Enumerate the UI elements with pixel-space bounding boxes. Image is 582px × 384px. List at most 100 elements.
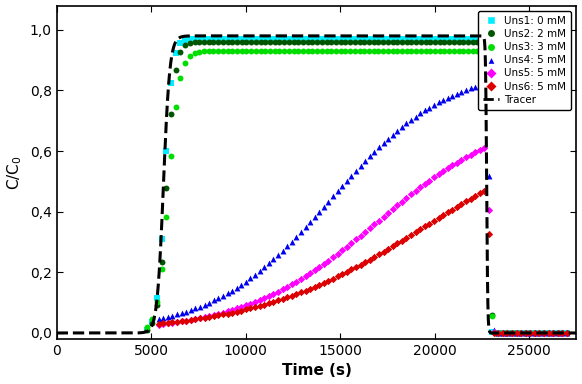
Uns6: 5 mM: (1.39e+04, 0.159): 5 mM: (1.39e+04, 0.159) [315, 282, 324, 288]
Uns1: 0 mM: (2.1e+04, 0.97): 0 mM: (2.1e+04, 0.97) [449, 36, 459, 42]
Uns3: 3 mM: (9.04e+03, 0.93): 3 mM: (9.04e+03, 0.93) [223, 48, 232, 54]
Uns2: 2 mM: (9.04e+03, 0.96): 2 mM: (9.04e+03, 0.96) [223, 39, 232, 45]
Uns1: 0 mM: (1.38e+04, 0.97): 0 mM: (1.38e+04, 0.97) [313, 36, 322, 42]
Uns1: 0 mM: (2.23e+04, 0.97): 0 mM: (2.23e+04, 0.97) [473, 36, 482, 42]
Uns5: 5 mM: (1.85e+04, 0.445): 5 mM: (1.85e+04, 0.445) [402, 195, 411, 201]
Uns5: 5 mM: (1.9e+04, 0.469): 5 mM: (1.9e+04, 0.469) [411, 188, 420, 194]
Uns4: 5 mM: (8.56e+03, 0.115): 5 mM: (8.56e+03, 0.115) [214, 295, 223, 301]
Uns2: 2 mM: (5.05e+03, 0.0317): 2 mM: (5.05e+03, 0.0317) [147, 320, 157, 326]
Uns6: 5 mM: (2.02e+04, 0.379): 5 mM: (2.02e+04, 0.379) [434, 215, 443, 221]
Uns5: 5 mM: (1.05e+04, 0.103): 5 mM: (1.05e+04, 0.103) [250, 299, 260, 305]
Uns1: 0 mM: (2.28e+04, 0.748): 0 mM: (2.28e+04, 0.748) [482, 103, 492, 109]
Uns6: 5 mM: (2.34e+04, 5.08e-07): 5 mM: (2.34e+04, 5.08e-07) [494, 330, 503, 336]
Uns4: 5 mM: (1.07e+04, 0.204): 5 mM: (1.07e+04, 0.204) [255, 268, 264, 274]
Uns2: 2 mM: (2.7e+04, 0): 2 mM: (2.7e+04, 0) [562, 330, 572, 336]
Uns1: 0 mM: (1.05e+04, 0.97): 0 mM: (1.05e+04, 0.97) [251, 36, 261, 42]
Uns1: 0 mM: (1.18e+04, 0.97): 0 mM: (1.18e+04, 0.97) [275, 36, 284, 42]
Uns5: 5 mM: (1.41e+04, 0.228): 5 mM: (1.41e+04, 0.228) [319, 261, 328, 267]
Uns3: 3 mM: (2.7e+04, 0): 3 mM: (2.7e+04, 0) [562, 330, 572, 336]
Uns2: 2 mM: (8.04e+03, 0.96): 2 mM: (8.04e+03, 0.96) [204, 39, 214, 45]
Uns1: 0 mM: (1.7e+04, 0.97): 0 mM: (1.7e+04, 0.97) [374, 36, 383, 42]
Uns2: 2 mM: (1.75e+04, 0.96): 2 mM: (1.75e+04, 0.96) [383, 39, 392, 45]
Uns1: 0 mM: (7.79e+03, 0.97): 0 mM: (7.79e+03, 0.97) [199, 36, 208, 42]
Uns4: 5 mM: (1.87e+04, 0.703): 5 mM: (1.87e+04, 0.703) [406, 117, 416, 123]
Uns5: 5 mM: (2.43e+04, 1.45e-16): 5 mM: (2.43e+04, 1.45e-16) [512, 330, 521, 336]
Uns4: 5 mM: (1.85e+04, 0.691): 5 mM: (1.85e+04, 0.691) [402, 120, 411, 126]
Uns4: 5 mM: (8.8e+03, 0.123): 5 mM: (8.8e+03, 0.123) [218, 293, 228, 299]
Uns2: 2 mM: (1.63e+04, 0.96): 2 mM: (1.63e+04, 0.96) [360, 39, 369, 45]
Uns1: 0 mM: (1.45e+04, 0.97): 0 mM: (1.45e+04, 0.97) [327, 36, 336, 42]
Uns3: 3 mM: (1.5e+04, 0.93): 3 mM: (1.5e+04, 0.93) [336, 48, 345, 54]
Uns4: 5 mM: (2.58e+04, 0): 5 mM: (2.58e+04, 0) [540, 330, 549, 336]
Uns2: 2 mM: (1.28e+04, 0.96): 2 mM: (1.28e+04, 0.96) [293, 39, 303, 45]
Uns2: 2 mM: (9.29e+03, 0.96): 2 mM: (9.29e+03, 0.96) [228, 39, 237, 45]
Uns2: 2 mM: (1.33e+04, 0.96): 2 mM: (1.33e+04, 0.96) [303, 39, 313, 45]
Uns3: 3 mM: (6.55e+03, 0.842): 3 mM: (6.55e+03, 0.842) [176, 74, 185, 81]
Uns5: 5 mM: (2.12e+04, 0.562): 5 mM: (2.12e+04, 0.562) [452, 159, 462, 166]
Uns3: 3 mM: (1.73e+04, 0.93): 3 mM: (1.73e+04, 0.93) [378, 48, 388, 54]
Uns5: 5 mM: (2.6e+04, 0): 5 mM: (2.6e+04, 0) [544, 330, 553, 336]
Uns6: 5 mM: (2.26e+04, 0.469): 5 mM: (2.26e+04, 0.469) [480, 188, 489, 194]
Uns4: 5 mM: (5.4e+03, 0.0455): 5 mM: (5.4e+03, 0.0455) [154, 316, 164, 322]
Uns4: 5 mM: (1.37e+04, 0.382): 5 mM: (1.37e+04, 0.382) [310, 214, 320, 220]
Uns2: 2 mM: (2.33e+04, 0.000123): 2 mM: (2.33e+04, 0.000123) [492, 330, 501, 336]
Uns4: 5 mM: (1.39e+04, 0.399): 5 mM: (1.39e+04, 0.399) [315, 209, 324, 215]
Uns6: 5 mM: (2e+04, 0.37): 5 mM: (2e+04, 0.37) [430, 218, 439, 224]
Uns2: 2 mM: (2.23e+04, 0.96): 2 mM: (2.23e+04, 0.96) [473, 39, 482, 45]
Uns1: 0 mM: (1.88e+04, 0.97): 0 mM: (1.88e+04, 0.97) [407, 36, 416, 42]
Uns2: 2 mM: (2.08e+04, 0.96): 2 mM: (2.08e+04, 0.96) [445, 39, 454, 45]
Uns1: 0 mM: (9.04e+03, 0.97): 0 mM: (9.04e+03, 0.97) [223, 36, 232, 42]
Uns2: 2 mM: (1.53e+04, 0.96): 2 mM: (1.53e+04, 0.96) [340, 39, 350, 45]
Uns4: 5 mM: (1.29e+04, 0.333): 5 mM: (1.29e+04, 0.333) [296, 229, 306, 235]
Uns5: 5 mM: (2.68e+04, 0): 5 mM: (2.68e+04, 0) [558, 330, 567, 336]
Uns5: 5 mM: (1.34e+04, 0.197): 5 mM: (1.34e+04, 0.197) [306, 270, 315, 276]
Uns5: 5 mM: (7.1e+03, 0.0434): 5 mM: (7.1e+03, 0.0434) [186, 317, 196, 323]
Uns3: 3 mM: (1.7e+04, 0.93): 3 mM: (1.7e+04, 0.93) [374, 48, 383, 54]
Uns5: 5 mM: (2.63e+04, 0): 5 mM: (2.63e+04, 0) [549, 330, 558, 336]
Uns6: 5 mM: (8.56e+03, 0.0581): 5 mM: (8.56e+03, 0.0581) [214, 312, 223, 318]
Uns5: 5 mM: (1.46e+04, 0.25): 5 mM: (1.46e+04, 0.25) [328, 254, 338, 260]
Uns2: 2 mM: (7.29e+03, 0.959): 2 mM: (7.29e+03, 0.959) [190, 39, 199, 45]
Uns3: 3 mM: (2e+04, 0.93): 3 mM: (2e+04, 0.93) [430, 48, 439, 54]
Uns6: 5 mM: (1.49e+04, 0.187): 5 mM: (1.49e+04, 0.187) [333, 273, 342, 280]
Uns6: 5 mM: (1.22e+04, 0.118): 5 mM: (1.22e+04, 0.118) [282, 294, 292, 300]
Uns3: 3 mM: (1.2e+04, 0.93): 3 mM: (1.2e+04, 0.93) [279, 48, 289, 54]
Uns1: 0 mM: (1.53e+04, 0.97): 0 mM: (1.53e+04, 0.97) [340, 36, 350, 42]
Uns6: 5 mM: (1.1e+04, 0.0937): 5 mM: (1.1e+04, 0.0937) [260, 301, 269, 308]
Uns4: 5 mM: (7.83e+03, 0.0934): 5 mM: (7.83e+03, 0.0934) [200, 301, 210, 308]
Uns5: 5 mM: (2.26e+04, 0.61): 5 mM: (2.26e+04, 0.61) [480, 145, 489, 151]
Uns4: 5 mM: (2.48e+04, 0): 5 mM: (2.48e+04, 0) [521, 330, 530, 336]
Uns2: 2 mM: (2.55e+04, 0): 2 mM: (2.55e+04, 0) [534, 330, 544, 336]
Uns6: 5 mM: (1.27e+04, 0.128): 5 mM: (1.27e+04, 0.128) [292, 291, 301, 297]
Uns2: 2 mM: (2.05e+04, 0.96): 2 mM: (2.05e+04, 0.96) [440, 39, 449, 45]
Uns6: 5 mM: (9.04e+03, 0.0641): 5 mM: (9.04e+03, 0.0641) [223, 310, 232, 316]
Uns1: 0 mM: (1.83e+04, 0.97): 0 mM: (1.83e+04, 0.97) [398, 36, 407, 42]
Uns5: 5 mM: (9.53e+03, 0.0809): 5 mM: (9.53e+03, 0.0809) [232, 305, 242, 311]
Uns6: 5 mM: (2.58e+04, 0): 5 mM: (2.58e+04, 0) [540, 330, 549, 336]
Uns1: 0 mM: (2.45e+04, 0): 0 mM: (2.45e+04, 0) [515, 330, 524, 336]
Uns4: 5 mM: (2.46e+04, 2.45e-15): 5 mM: (2.46e+04, 2.45e-15) [516, 330, 526, 336]
Uns2: 2 mM: (1.25e+04, 0.96): 2 mM: (1.25e+04, 0.96) [289, 39, 298, 45]
Uns4: 5 mM: (2.43e+04, 3.19e-13): 5 mM: (2.43e+04, 3.19e-13) [512, 330, 521, 336]
Uns6: 5 mM: (8.8e+03, 0.0611): 5 mM: (8.8e+03, 0.0611) [218, 311, 228, 318]
Uns4: 5 mM: (1.17e+04, 0.257): 5 mM: (1.17e+04, 0.257) [274, 252, 283, 258]
Uns3: 3 mM: (1.23e+04, 0.93): 3 mM: (1.23e+04, 0.93) [284, 48, 293, 54]
Uns5: 5 mM: (5.4e+03, 0.0276): 5 mM: (5.4e+03, 0.0276) [154, 321, 164, 328]
Uns6: 5 mM: (1.17e+04, 0.108): 5 mM: (1.17e+04, 0.108) [274, 297, 283, 303]
Uns2: 2 mM: (7.04e+03, 0.956): 2 mM: (7.04e+03, 0.956) [185, 40, 194, 46]
Uns4: 5 mM: (1.27e+04, 0.317): 5 mM: (1.27e+04, 0.317) [292, 234, 301, 240]
Uns5: 5 mM: (2.53e+04, 0): 5 mM: (2.53e+04, 0) [530, 330, 540, 336]
Uns3: 3 mM: (2.6e+04, 0): 3 mM: (2.6e+04, 0) [544, 330, 553, 336]
Uns3: 3 mM: (1.63e+04, 0.93): 3 mM: (1.63e+04, 0.93) [360, 48, 369, 54]
Uns4: 5 mM: (1e+04, 0.17): 5 mM: (1e+04, 0.17) [241, 278, 250, 285]
Uns1: 0 mM: (2.68e+04, 0): 0 mM: (2.68e+04, 0) [558, 330, 567, 336]
Uns1: 0 mM: (2.43e+04, 0): 0 mM: (2.43e+04, 0) [510, 330, 520, 336]
Uns4: 5 mM: (9.53e+03, 0.149): 5 mM: (9.53e+03, 0.149) [232, 285, 242, 291]
Uns6: 5 mM: (1.95e+04, 0.351): 5 mM: (1.95e+04, 0.351) [420, 223, 430, 230]
Uns1: 0 mM: (2.7e+04, 0): 0 mM: (2.7e+04, 0) [562, 330, 572, 336]
Uns4: 5 mM: (1.12e+04, 0.229): 5 mM: (1.12e+04, 0.229) [264, 260, 274, 266]
Uns5: 5 mM: (1.54e+04, 0.285): 5 mM: (1.54e+04, 0.285) [342, 243, 352, 250]
Uns6: 5 mM: (9.77e+03, 0.0741): 5 mM: (9.77e+03, 0.0741) [237, 308, 246, 314]
Uns5: 5 mM: (1.66e+04, 0.346): 5 mM: (1.66e+04, 0.346) [365, 225, 374, 231]
Uns1: 0 mM: (6.55e+03, 0.956): 0 mM: (6.55e+03, 0.956) [176, 40, 185, 46]
